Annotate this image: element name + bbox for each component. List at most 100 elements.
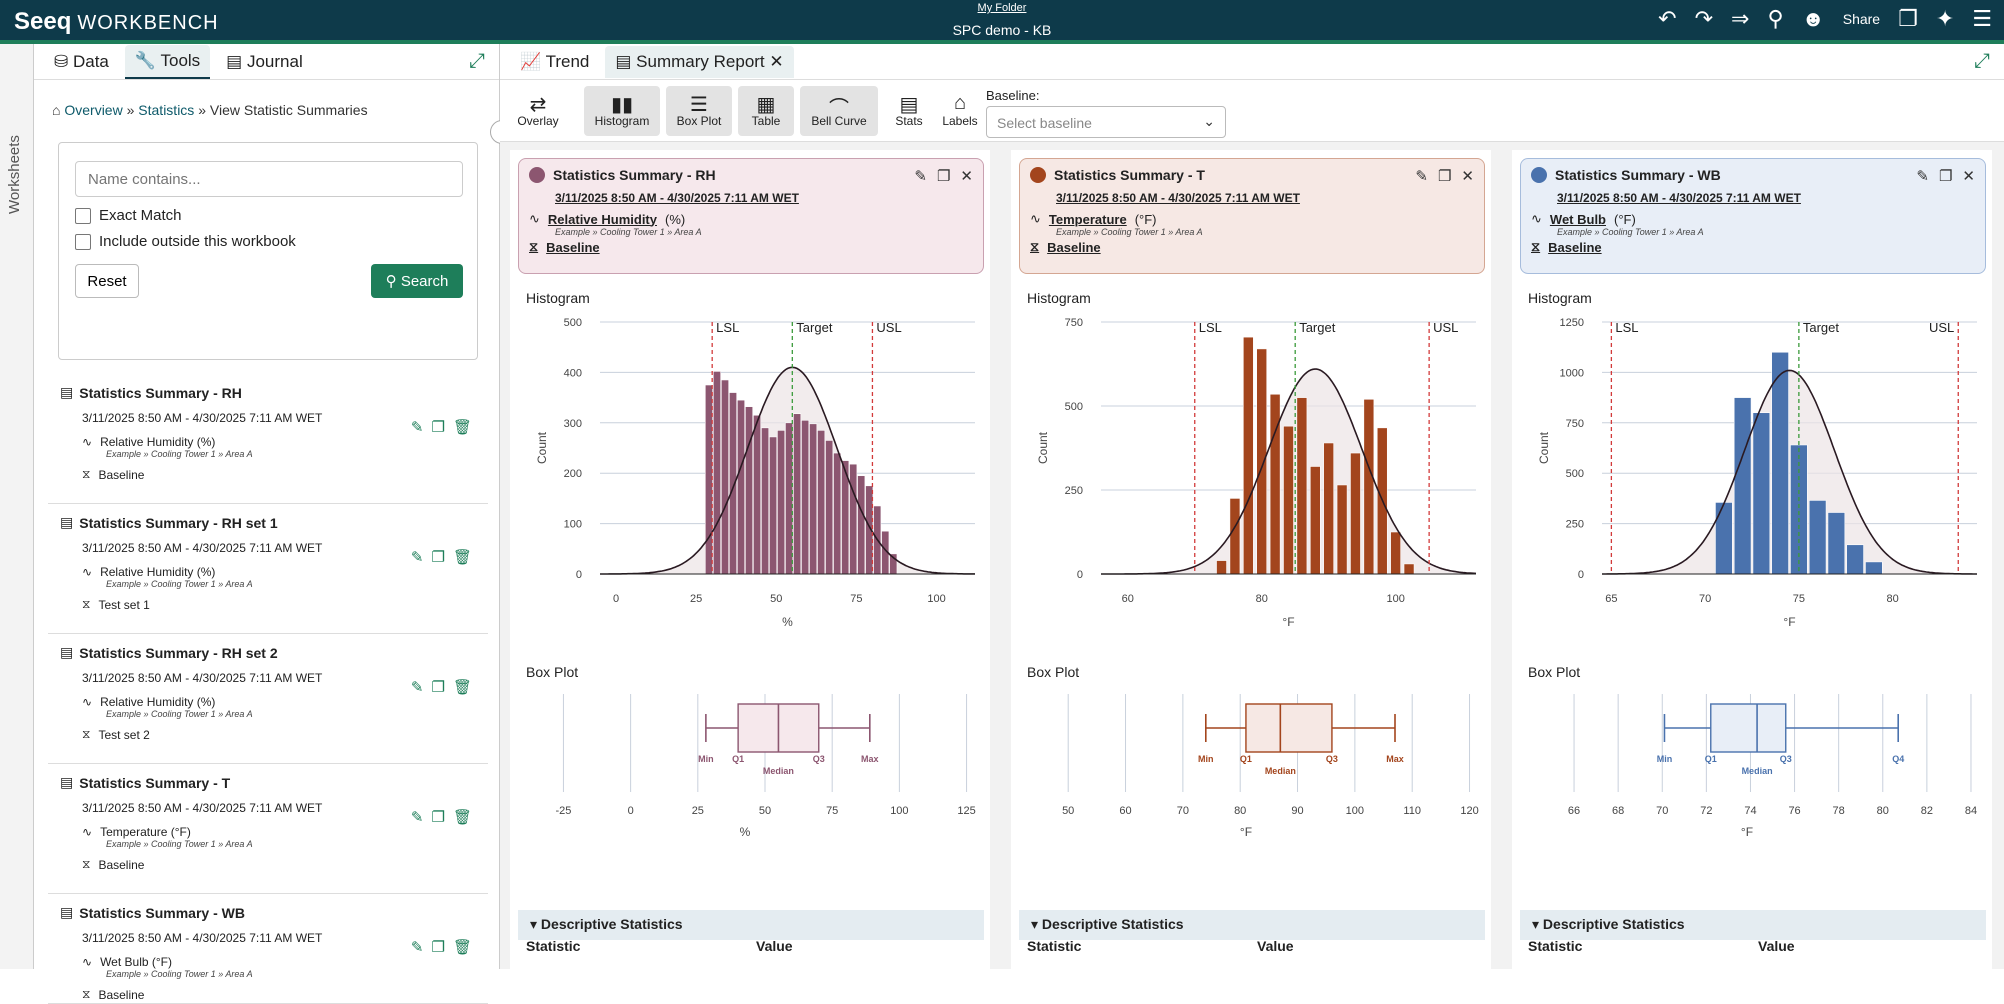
histogram-bar[interactable] [1403,563,1415,575]
histogram-bar[interactable] [1808,500,1827,575]
trash-icon[interactable]: 🗑 [452,939,472,956]
seeq-logo[interactable]: Seeq WORKBENCH [14,8,219,35]
card-baseline[interactable]: Baseline [1548,239,1602,255]
box-iqr[interactable] [1710,703,1787,753]
copy-icon[interactable]: ❐ [936,168,951,185]
expand-main-icon[interactable]: ⤢ [1974,50,1990,72]
card-signal[interactable]: Wet Bulb [1549,211,1606,227]
histogram-bar[interactable] [833,452,842,575]
trash-icon[interactable]: 🗑 [452,419,472,436]
histogram-bar[interactable] [1390,531,1401,575]
summary-item[interactable]: ▤ Statistics Summary - WB 3/11/2025 8:50 A… [48,894,488,1004]
histogram-bar[interactable] [1242,336,1254,575]
lightbulb-icon[interactable]: ⚲ [1767,6,1784,31]
card-date-range[interactable]: 3/11/2025 8:50 AM - 4/30/2025 7:11 AM WE… [1056,191,1300,205]
histogram-bar[interactable] [801,419,810,575]
series-color-dot[interactable] [1531,167,1547,183]
histogram-bar[interactable] [721,379,729,575]
tab-trend[interactable]: 📈 Trend [520,51,590,71]
card-baseline[interactable]: Baseline [1047,239,1101,255]
redo-icon[interactable]: ↷ [1694,6,1714,31]
card-signal[interactable]: Temperature [1048,211,1127,227]
histogram-bar[interactable] [1752,412,1771,575]
tab-journal[interactable]: ▤ Journal [226,51,303,71]
histogram-button[interactable]: ▮▮ Histogram [584,86,660,136]
edit-icon[interactable]: ✎ [410,679,424,696]
forward-icon[interactable]: ⇒ [1731,6,1750,31]
breadcrumb-statistics[interactable]: Statistics [138,102,195,118]
summary-item[interactable]: ▤ Statistics Summary - RH set 2 3/11/2025 … [48,634,488,764]
descriptive-statistics-toggle[interactable]: ▾ Descriptive Statistics [518,910,984,940]
histogram-bar[interactable] [1350,452,1361,575]
copy-icon[interactable]: ❐ [431,809,445,826]
histogram-bar[interactable] [1283,425,1294,575]
histogram-bar[interactable] [857,475,866,575]
expand-icon[interactable]: ⤢ [469,50,485,72]
copy-icon[interactable]: ❐ [1938,168,1953,185]
exact-match-checkbox[interactable]: Exact Match [75,207,182,224]
summary-card[interactable]: Statistics Summary - T 3/11/2025 8:50 AM … [1019,158,1485,274]
copy-icon[interactable]: ❐ [431,549,445,566]
workbook-name[interactable]: SPC demo - KB [952,22,1052,38]
histogram-bar[interactable] [1336,484,1348,575]
box-iqr[interactable] [1245,703,1333,753]
close-tab-icon[interactable]: ✕ [769,51,784,71]
edit-icon[interactable]: ✎ [1415,168,1428,185]
histogram-bar[interactable] [1229,498,1241,575]
histogram-bar[interactable] [769,436,778,575]
card-baseline[interactable]: Baseline [546,239,600,255]
include-outside-checkbox[interactable]: Include outside this workbook [75,233,296,250]
worksheets-tab[interactable]: Worksheets [0,44,34,969]
histogram-bar[interactable] [1827,512,1846,575]
histogram-bar[interactable] [1216,560,1227,575]
close-icon[interactable]: ✕ [960,168,973,185]
summary-item[interactable]: ▤ Statistics Summary - RH 3/11/2025 8:50 A… [48,374,488,504]
histogram-bar[interactable] [761,427,770,575]
histogram-bar[interactable] [1309,466,1321,575]
stats-button[interactable]: ▤ Stats [895,94,923,128]
close-icon[interactable]: ✕ [1461,168,1474,185]
tab-summary-report[interactable]: ▤ Summary Report ✕ [605,45,794,78]
summary-item[interactable]: ▤ Statistics Summary - T 3/11/2025 8:50 AM… [48,764,488,894]
tab-tools[interactable]: 🔧 Tools [124,44,211,79]
box-plot-button[interactable]: ☰ Box Plot [666,86,732,136]
breadcrumb-overview[interactable]: Overview [64,102,123,118]
copy-icon[interactable]: ❐ [431,419,445,436]
trash-icon[interactable]: 🗑 [452,809,472,826]
table-button[interactable]: ▦ Table [738,86,794,136]
descriptive-statistics-toggle[interactable]: ▾ Descriptive Statistics [1520,910,1986,940]
edit-icon[interactable]: ✎ [410,549,424,566]
tab-data[interactable]: ⛁ Data [54,51,109,71]
histogram-bar[interactable] [1715,502,1733,575]
copy-icon[interactable]: ❐ [1437,168,1452,185]
histogram-bar[interactable] [777,430,786,575]
edit-icon[interactable]: ✎ [410,419,424,436]
descriptive-statistics-toggle[interactable]: ▾ Descriptive Statistics [1019,910,1485,940]
summary-card[interactable]: Statistics Summary - WB 3/11/2025 8:50 AM… [1520,158,1986,274]
overlay-button[interactable]: ⇄ Overlay [517,94,559,128]
histogram-bar[interactable] [1865,561,1883,575]
histogram-bar[interactable] [729,392,737,575]
sparkle-icon[interactable]: ✦ [1935,6,1955,31]
trash-icon[interactable]: 🗑 [452,679,472,696]
undo-icon[interactable]: ↶ [1658,6,1677,31]
name-contains-input[interactable] [75,161,463,197]
folder-link[interactable]: My Folder [977,2,1027,14]
users-icon[interactable]: ☻ [1801,6,1825,31]
summary-item[interactable]: ▤ Statistics Summary - RH set 1 3/11/2025 … [48,504,488,634]
close-icon[interactable]: ✕ [1962,168,1975,185]
baseline-select[interactable]: Select baseline ⌄ [986,106,1226,138]
series-color-dot[interactable] [1030,167,1046,183]
summary-card[interactable]: Statistics Summary - RH 3/11/2025 8:50 AM… [518,158,984,274]
histogram-bar[interactable] [849,463,858,575]
histogram-bar[interactable] [737,399,746,575]
histogram-bar[interactable] [817,430,826,575]
search-button[interactable]: ⚲ Search [371,264,463,298]
histogram-bar[interactable] [809,423,818,575]
share-button[interactable]: Share [1842,11,1881,27]
windows-icon[interactable]: ❐ [1898,6,1918,31]
histogram-bar[interactable] [793,413,802,575]
edit-icon[interactable]: ✎ [410,939,424,956]
labels-button[interactable]: ⌂ Labels [942,92,978,128]
histogram-bar[interactable] [1771,351,1789,575]
